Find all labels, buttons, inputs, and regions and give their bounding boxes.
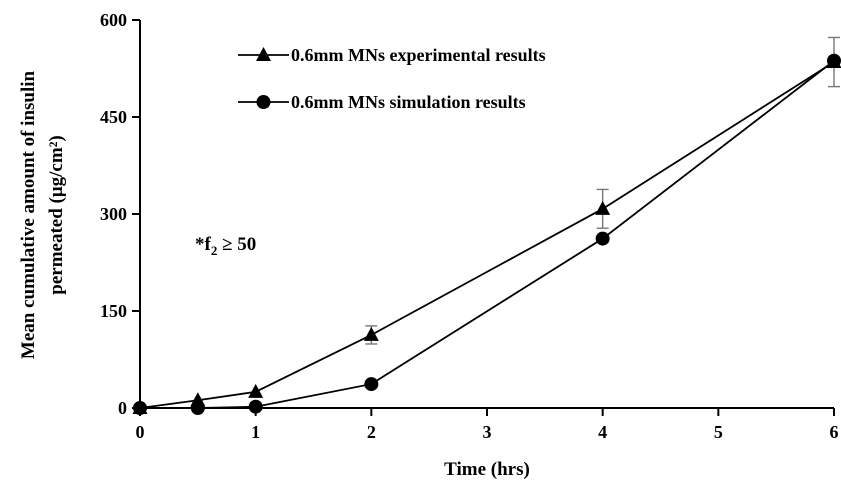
legend-item-simulation: 0.6mm MNs simulation results [238, 92, 526, 112]
x-tick-label: 6 [830, 422, 839, 442]
y-tick-label: 0 [118, 398, 127, 418]
legend-triangle-marker [256, 47, 271, 61]
circle-marker [364, 377, 379, 392]
y-tick-label: 150 [100, 301, 127, 321]
series-line-triangle [139, 61, 835, 409]
x-tick-label: 2 [367, 422, 376, 442]
x-tick-label: 4 [598, 422, 607, 442]
error-bars [365, 36, 840, 345]
y-tick-label: 450 [100, 107, 127, 127]
y-axis-label: Mean cumulative amount of insulin permea… [18, 70, 67, 359]
y-tick-label: 300 [100, 204, 127, 224]
x-axis-label: Time (hrs) [444, 459, 530, 480]
f2-annotation: *f2 ≥ 50 [195, 234, 256, 258]
x-tick-label: 5 [714, 422, 723, 442]
x-tick-label: 0 [136, 422, 145, 442]
data-markers [132, 53, 841, 415]
circle-marker [248, 399, 263, 414]
series-line-circle [140, 60, 835, 409]
legend-label-experimental: 0.6mm MNs experimental results [291, 45, 546, 65]
tick-labels: 0 1 2 3 4 5 6 0 150 300 450 600 [100, 10, 839, 442]
circle-marker [595, 231, 610, 246]
triangle-marker [248, 383, 264, 398]
circle-marker [190, 401, 205, 415]
y-axis-label-line2: permeated (μg/cm²) [46, 135, 67, 294]
circle-marker [827, 53, 841, 68]
f2-annotation-subscript: 2 [211, 243, 218, 258]
x-tick-label: 3 [483, 422, 492, 442]
f2-annotation-prefix: *f [195, 234, 212, 255]
x-tick-label: 1 [251, 422, 260, 442]
legend: 0.6mm MNs experimental results 0.6mm MNs… [238, 45, 546, 112]
triangle-marker [363, 326, 379, 341]
f2-annotation-suffix: ≥ 50 [217, 234, 256, 255]
legend-label-simulation: 0.6mm MNs simulation results [291, 92, 526, 112]
y-tick-label: 600 [100, 10, 127, 30]
legend-item-experimental: 0.6mm MNs experimental results [238, 45, 546, 65]
y-axis-label-line1: Mean cumulative amount of insulin [18, 70, 39, 359]
circle-marker [133, 401, 147, 415]
triangle-marker [595, 200, 611, 215]
legend-circle-marker [256, 95, 271, 109]
axes [132, 19, 835, 416]
series-lines [139, 60, 835, 409]
